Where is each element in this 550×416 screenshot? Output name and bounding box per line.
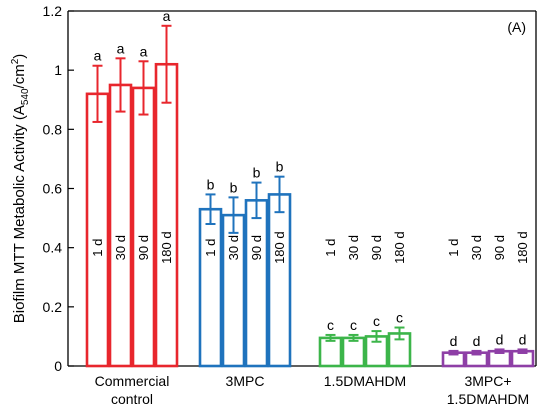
y-axis-title-subscript: 540 (20, 88, 31, 105)
time-label: 1 d (90, 239, 105, 257)
time-label: 90 d (136, 235, 151, 260)
y-axis-title-suffix: ) (11, 54, 28, 59)
bar (318, 336, 343, 368)
bar (85, 92, 110, 368)
significance-letter: a (163, 8, 171, 24)
y-axis-title-mid: /cm (11, 64, 28, 88)
significance-letter: b (207, 176, 215, 192)
category-label: 3MPC (226, 373, 265, 389)
category-label: control (111, 391, 153, 407)
significance-letter: d (519, 331, 527, 347)
significance-letter: c (327, 317, 334, 333)
bar (244, 199, 269, 368)
category-label: 1.5DMAHDM (324, 373, 406, 389)
time-label: 90 d (249, 235, 264, 260)
time-label: 30 d (113, 235, 128, 260)
significance-letter: a (94, 48, 102, 64)
y-tick-label: 1 (54, 62, 62, 78)
y-axis-title-prefix: Biofilm MTT Metabolic Activity (A (11, 105, 28, 323)
significance-letter: c (350, 317, 357, 333)
time-label: 1 d (203, 239, 218, 257)
time-label: 90 d (492, 235, 507, 260)
significance-letter: b (230, 179, 238, 195)
time-label: 180 d (272, 231, 287, 264)
time-label: 30 d (226, 235, 241, 260)
category-label: Commercial (95, 373, 170, 389)
bars (85, 24, 535, 368)
time-label: 1 d (446, 239, 461, 257)
panel-label: (A) (507, 19, 526, 35)
y-tick-label: 0 (54, 358, 62, 374)
significance-letter: c (396, 310, 403, 326)
significance-letter: a (117, 40, 125, 56)
time-label: 30 d (346, 235, 361, 260)
category-label: 1.5DMAHDM (447, 391, 529, 407)
time-label: 30 d (469, 235, 484, 260)
time-label: 180 d (159, 231, 174, 264)
significance-letter: b (253, 165, 261, 181)
time-label: 180 d (392, 231, 407, 264)
y-axis-title-text: Biofilm MTT Metabolic Activity (A540/cm2… (10, 54, 31, 324)
time-label: 180 d (515, 231, 530, 264)
time-label: 90 d (369, 235, 384, 260)
y-axis-title-superscript: 2 (10, 58, 21, 64)
significance-letter: a (140, 43, 148, 59)
significance-letter: d (473, 333, 481, 349)
bar (131, 86, 156, 368)
bar (341, 336, 366, 368)
y-tick-label: 0.8 (43, 121, 63, 137)
y-axis-title: Biofilm MTT Metabolic Activity (A540/cm2… (10, 54, 31, 324)
y-tick-label: 0.2 (43, 299, 63, 315)
bar (198, 207, 223, 368)
bar (267, 193, 292, 368)
category-label: 3MPC+ (464, 373, 511, 389)
bar (108, 83, 133, 368)
y-tick-label: 1.2 (43, 3, 63, 19)
significance-letter: c (373, 313, 380, 329)
y-tick-label: 0.6 (43, 181, 63, 197)
labels: (A) a 1 d a 30 d a 90 d a 180 d Commercial control… (90, 8, 530, 407)
significance-letter: b (276, 159, 284, 175)
y-tick-label: 0.4 (43, 240, 63, 256)
time-label: 1 d (323, 239, 338, 257)
significance-letter: d (496, 331, 504, 347)
bar (154, 62, 179, 368)
significance-letter: d (450, 333, 458, 349)
